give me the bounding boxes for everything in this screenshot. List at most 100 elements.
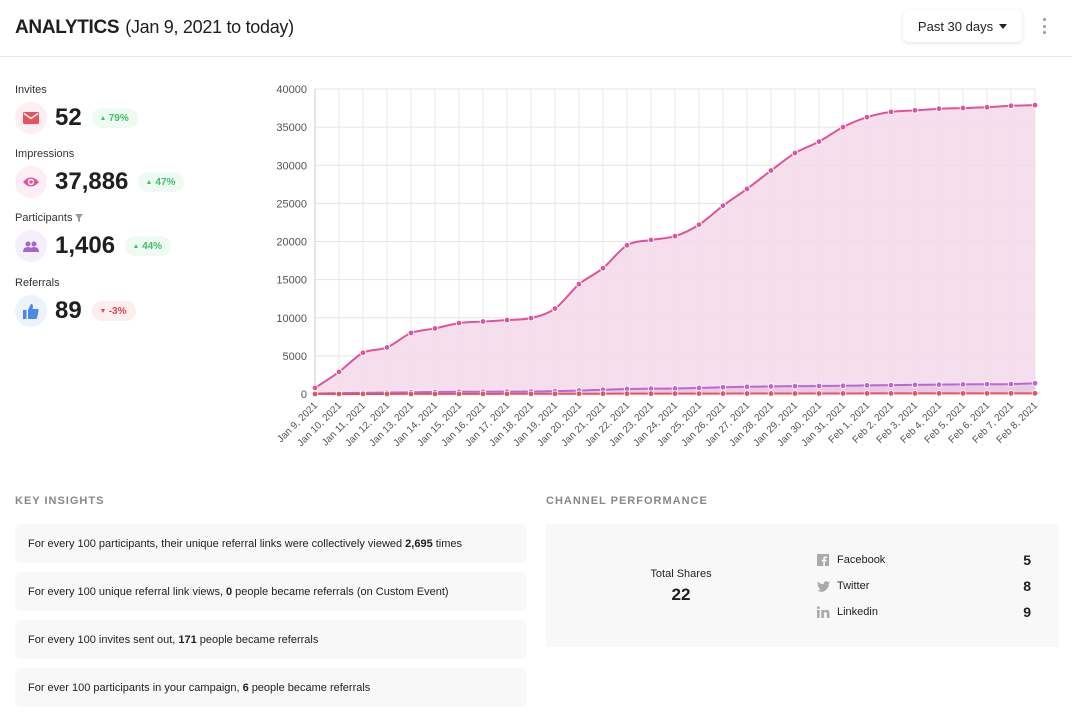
data-point bbox=[407, 390, 415, 398]
data-point bbox=[671, 232, 679, 240]
trend-up-icon bbox=[134, 244, 139, 248]
insight-item: For every 100 invites sent out, 171 people… bbox=[15, 620, 527, 659]
data-point bbox=[383, 344, 391, 351]
change-badge: -3% bbox=[91, 301, 136, 321]
channel-performance-card: Total Shares 22 Facebook 5 Twitter 8 Linkedi… bbox=[546, 524, 1059, 647]
data-point bbox=[479, 390, 487, 398]
caret-down-icon bbox=[999, 23, 1008, 29]
data-point bbox=[719, 384, 727, 391]
data-point bbox=[551, 390, 559, 397]
data-point bbox=[335, 368, 343, 376]
data-point bbox=[767, 167, 775, 174]
data-point bbox=[431, 390, 439, 398]
y-tick-label: 5000 bbox=[283, 351, 307, 363]
data-point bbox=[815, 382, 823, 390]
data-point bbox=[695, 384, 703, 392]
y-tick-label: 20000 bbox=[276, 237, 307, 249]
channel-facebook: Facebook 5 bbox=[816, 551, 1036, 569]
data-point bbox=[503, 316, 511, 324]
data-point bbox=[623, 242, 631, 249]
change-badge: 79% bbox=[91, 108, 138, 128]
page-title: ANALYTICS (Jan 9, 2021 to today) bbox=[15, 17, 294, 38]
metric-value: 1,406 bbox=[55, 232, 116, 259]
data-point bbox=[887, 108, 895, 116]
data-point bbox=[863, 382, 871, 389]
data-point bbox=[647, 390, 655, 397]
data-point bbox=[575, 281, 583, 288]
data-point bbox=[455, 319, 463, 327]
people-icon bbox=[15, 230, 47, 262]
data-point bbox=[719, 390, 727, 397]
metric-label: Referrals bbox=[15, 277, 60, 289]
data-point bbox=[815, 138, 823, 145]
data-point bbox=[311, 390, 319, 398]
thumbs-up-icon bbox=[15, 295, 47, 327]
date-range-dropdown[interactable]: Past 30 days bbox=[903, 10, 1022, 42]
data-point bbox=[407, 329, 415, 337]
data-point bbox=[743, 390, 751, 397]
data-point bbox=[599, 264, 607, 272]
filter-icon[interactable] bbox=[75, 214, 84, 222]
data-point bbox=[791, 390, 799, 397]
data-point bbox=[743, 383, 751, 390]
data-point bbox=[479, 318, 487, 325]
trend-up-icon bbox=[147, 180, 152, 184]
data-point bbox=[767, 390, 775, 397]
channel-twitter: Twitter 8 bbox=[816, 577, 1036, 595]
data-point bbox=[887, 390, 895, 397]
data-point bbox=[455, 390, 463, 398]
data-point bbox=[863, 114, 871, 121]
data-point bbox=[887, 381, 895, 389]
data-point bbox=[839, 123, 847, 131]
data-point bbox=[911, 381, 919, 389]
data-point bbox=[1031, 101, 1039, 109]
date-range-subtitle: (Jan 9, 2021 to today) bbox=[125, 17, 294, 37]
data-point bbox=[791, 382, 799, 390]
data-point bbox=[431, 325, 439, 332]
data-point bbox=[695, 221, 703, 228]
data-point bbox=[311, 384, 319, 392]
insight-item: For every 100 unique referral link views… bbox=[15, 572, 527, 611]
data-point bbox=[935, 390, 943, 397]
metric-invites: Invites 52 79% bbox=[15, 84, 138, 134]
data-point bbox=[839, 382, 847, 389]
data-point bbox=[791, 149, 799, 157]
y-tick-label: 10000 bbox=[276, 313, 307, 325]
y-tick-label: 0 bbox=[301, 389, 307, 401]
data-point bbox=[767, 383, 775, 390]
trend-up-icon bbox=[100, 116, 105, 120]
facebook-icon bbox=[816, 553, 830, 567]
data-point bbox=[359, 390, 367, 398]
header: ANALYTICS (Jan 9, 2021 to today) Past 30 … bbox=[0, 0, 1072, 57]
mail-icon bbox=[15, 102, 47, 134]
data-point bbox=[935, 105, 943, 113]
analytics-chart: 0 5000 10000 15000 20000 25000 30000 35000 40000… bbox=[275, 84, 1040, 449]
data-point bbox=[383, 390, 391, 398]
data-point bbox=[551, 305, 559, 312]
metric-referrals: Referrals 89 -3% bbox=[15, 277, 136, 327]
more-vertical-icon[interactable] bbox=[1041, 18, 1047, 34]
twitter-icon bbox=[816, 579, 830, 593]
change-badge: 44% bbox=[125, 236, 172, 256]
metric-label: Impressions bbox=[15, 148, 75, 160]
metric-impressions: Impressions 37,886 47% bbox=[15, 148, 185, 198]
data-point bbox=[1007, 390, 1015, 397]
data-point bbox=[959, 104, 967, 112]
data-point bbox=[743, 185, 751, 193]
metric-value: 52 bbox=[55, 104, 82, 131]
change-badge: 47% bbox=[138, 172, 185, 192]
data-point bbox=[527, 314, 535, 322]
data-point bbox=[1031, 390, 1039, 397]
data-point bbox=[959, 381, 967, 388]
data-point bbox=[671, 390, 679, 397]
metric-participants: Participants 1,406 44% bbox=[15, 212, 172, 262]
data-point bbox=[503, 390, 511, 398]
y-tick-label: 15000 bbox=[276, 275, 307, 287]
metric-value: 37,886 bbox=[55, 168, 129, 195]
data-point bbox=[647, 236, 655, 244]
data-point bbox=[983, 104, 991, 111]
metric-value: 89 bbox=[55, 297, 82, 324]
data-point bbox=[839, 390, 847, 397]
trend-down-icon bbox=[100, 309, 105, 313]
insight-item: For ever 100 participants in your campai… bbox=[15, 668, 527, 707]
